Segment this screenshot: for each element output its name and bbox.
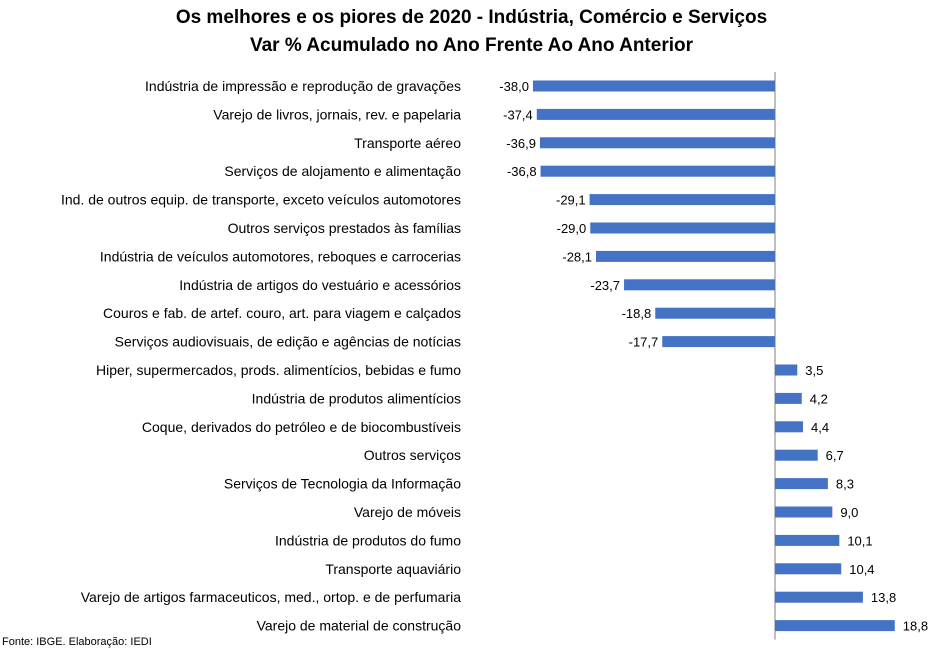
category-label: Transporte aéreo xyxy=(354,135,461,151)
bar xyxy=(539,137,775,149)
category-label: Varejo de artigos farmaceuticos, med., o… xyxy=(81,589,461,605)
bar xyxy=(775,620,895,632)
value-label: 13,8 xyxy=(871,590,896,605)
category-label: Serviços audiovisuais, de edição e agênc… xyxy=(115,334,461,350)
bar xyxy=(655,307,775,319)
source-note: Fonte: IBGE. Elaboração: IEDI xyxy=(2,636,152,648)
bar xyxy=(775,534,840,546)
category-label: Indústria de produtos alimentícios xyxy=(252,390,461,406)
chart-subtitle: Var % Acumulado no Ano Frente Ao Ano Ant… xyxy=(249,35,693,56)
bar xyxy=(775,563,842,575)
value-label: -36,8 xyxy=(507,164,537,179)
category-label: Couros e fab. de artef. couro, art. para… xyxy=(103,305,461,321)
category-label: Varejo de material de construção xyxy=(257,618,462,634)
category-label: Outros serviços prestados às famílias xyxy=(228,220,461,236)
bar xyxy=(540,165,775,177)
category-label: Indústria de veículos automotores, reboq… xyxy=(100,248,461,264)
category-label: Coque, derivados do petróleo e de biocom… xyxy=(142,419,461,435)
value-label: 4,4 xyxy=(811,420,829,435)
category-label: Serviços de Tecnologia da Informação xyxy=(224,476,461,492)
bar xyxy=(590,222,775,234)
chart-title: Os melhores e os piores de 2020 - Indúst… xyxy=(175,7,768,28)
bar xyxy=(532,80,775,92)
bar xyxy=(775,364,798,376)
value-label: -29,0 xyxy=(557,221,587,236)
bar xyxy=(662,336,775,348)
value-label: 10,4 xyxy=(849,562,874,577)
bar xyxy=(624,279,775,291)
category-label: Hiper, supermercados, prods. alimentício… xyxy=(96,362,461,378)
category-label: Serviços de alojamento e alimentação xyxy=(224,163,461,179)
value-label: -17,7 xyxy=(629,335,659,350)
category-label: Indústria de artigos do vestuário e aces… xyxy=(179,277,461,293)
bar xyxy=(775,478,828,490)
value-label: 6,7 xyxy=(826,448,844,463)
value-label: 9,0 xyxy=(840,505,858,520)
category-label: Ind. de outros equip. de transporte, exc… xyxy=(61,192,461,208)
category-label: Indústria de produtos do fumo xyxy=(275,532,461,548)
category-label: Varejo de móveis xyxy=(354,504,461,520)
value-label: -28,1 xyxy=(562,249,592,264)
value-label: -29,1 xyxy=(556,193,586,208)
bar xyxy=(589,194,775,206)
value-label: -36,9 xyxy=(506,136,536,151)
value-label: -37,4 xyxy=(503,107,533,122)
value-label: 4,2 xyxy=(810,391,828,406)
value-label: 18,8 xyxy=(903,619,928,634)
bar xyxy=(775,449,818,461)
category-label: Indústria de impressão e reprodução de g… xyxy=(145,78,461,94)
category-label: Varejo de livros, jornais, rev. e papela… xyxy=(213,106,461,122)
bar xyxy=(775,392,802,404)
value-label: 10,1 xyxy=(847,533,872,548)
value-label: -23,7 xyxy=(590,278,620,293)
bar xyxy=(775,421,804,433)
bar xyxy=(596,250,775,262)
bar xyxy=(775,506,833,518)
value-label: -38,0 xyxy=(499,79,529,94)
value-label: 8,3 xyxy=(836,477,854,492)
bar xyxy=(536,108,775,120)
value-label: -18,8 xyxy=(622,306,652,321)
bar xyxy=(775,591,863,603)
category-label: Transporte aquaviário xyxy=(325,561,461,577)
category-label: Outros serviços xyxy=(364,447,461,463)
value-label: 3,5 xyxy=(805,363,823,378)
